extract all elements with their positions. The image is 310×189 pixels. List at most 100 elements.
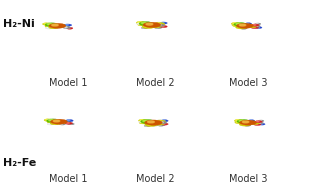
Circle shape <box>156 27 158 28</box>
Text: Model 1: Model 1 <box>49 78 87 88</box>
Circle shape <box>236 23 241 25</box>
Circle shape <box>45 25 55 28</box>
Circle shape <box>154 26 162 29</box>
Circle shape <box>259 122 261 123</box>
Circle shape <box>256 121 259 122</box>
Circle shape <box>53 120 60 122</box>
Text: H₂-Fe: H₂-Fe <box>3 158 36 168</box>
Circle shape <box>232 24 237 26</box>
Circle shape <box>157 121 161 122</box>
Circle shape <box>152 125 157 126</box>
Text: Model 2: Model 2 <box>136 78 174 88</box>
Circle shape <box>139 121 144 123</box>
Circle shape <box>65 122 73 124</box>
Circle shape <box>65 24 68 25</box>
Circle shape <box>255 121 262 123</box>
Circle shape <box>51 119 67 124</box>
Circle shape <box>142 27 145 28</box>
Circle shape <box>144 26 149 27</box>
Circle shape <box>248 120 255 122</box>
Circle shape <box>240 119 242 120</box>
Circle shape <box>46 119 49 120</box>
Circle shape <box>44 23 47 24</box>
Circle shape <box>67 27 73 29</box>
Circle shape <box>45 23 58 27</box>
Circle shape <box>155 120 166 123</box>
Circle shape <box>157 124 165 126</box>
Circle shape <box>49 23 66 28</box>
Circle shape <box>139 119 147 122</box>
Circle shape <box>64 24 72 26</box>
Circle shape <box>157 120 162 121</box>
Circle shape <box>234 119 243 122</box>
Circle shape <box>239 119 245 121</box>
Circle shape <box>147 123 152 125</box>
Circle shape <box>52 24 58 26</box>
Circle shape <box>161 26 164 27</box>
Circle shape <box>46 23 52 25</box>
Circle shape <box>144 125 150 127</box>
Circle shape <box>245 24 257 28</box>
Circle shape <box>239 123 251 126</box>
Circle shape <box>256 23 258 24</box>
Circle shape <box>248 121 260 125</box>
Circle shape <box>237 26 242 27</box>
Circle shape <box>141 27 148 29</box>
Circle shape <box>232 24 241 27</box>
Circle shape <box>161 22 164 23</box>
Circle shape <box>239 120 244 122</box>
Circle shape <box>44 119 52 121</box>
Circle shape <box>236 122 240 123</box>
Circle shape <box>253 24 256 25</box>
Text: Model 2: Model 2 <box>136 174 174 184</box>
Circle shape <box>235 122 240 123</box>
Circle shape <box>241 123 246 125</box>
Circle shape <box>254 25 260 27</box>
Circle shape <box>50 23 56 24</box>
Circle shape <box>234 22 246 26</box>
Circle shape <box>143 120 148 122</box>
Circle shape <box>145 125 148 126</box>
Circle shape <box>160 122 163 123</box>
Circle shape <box>154 122 159 124</box>
Circle shape <box>162 123 165 124</box>
Circle shape <box>139 24 142 25</box>
Circle shape <box>48 26 59 29</box>
Circle shape <box>145 22 150 23</box>
Text: Model 3: Model 3 <box>229 78 267 88</box>
Circle shape <box>148 121 154 123</box>
Circle shape <box>62 121 66 122</box>
Circle shape <box>66 122 69 123</box>
Circle shape <box>239 24 246 26</box>
Circle shape <box>152 122 165 125</box>
Circle shape <box>242 121 249 123</box>
Circle shape <box>138 23 140 24</box>
Circle shape <box>255 124 258 125</box>
Circle shape <box>140 121 142 122</box>
Circle shape <box>139 121 148 124</box>
Circle shape <box>47 23 52 25</box>
Circle shape <box>245 23 252 25</box>
Circle shape <box>231 22 240 25</box>
Circle shape <box>250 122 255 123</box>
Circle shape <box>60 120 71 123</box>
Circle shape <box>63 26 70 29</box>
Circle shape <box>259 123 265 125</box>
Text: Model 3: Model 3 <box>229 174 267 184</box>
Circle shape <box>255 23 261 25</box>
Circle shape <box>160 26 167 28</box>
Text: H₂-Ni: H₂-Ni <box>3 19 35 29</box>
Circle shape <box>49 121 53 122</box>
Circle shape <box>250 120 252 121</box>
Circle shape <box>247 25 251 26</box>
Circle shape <box>50 26 54 27</box>
Circle shape <box>154 22 165 26</box>
Circle shape <box>52 119 55 120</box>
Circle shape <box>235 121 243 124</box>
Circle shape <box>246 23 249 24</box>
Circle shape <box>146 23 153 25</box>
Circle shape <box>156 23 160 24</box>
Circle shape <box>67 120 70 121</box>
Circle shape <box>46 119 60 123</box>
Circle shape <box>136 21 145 24</box>
